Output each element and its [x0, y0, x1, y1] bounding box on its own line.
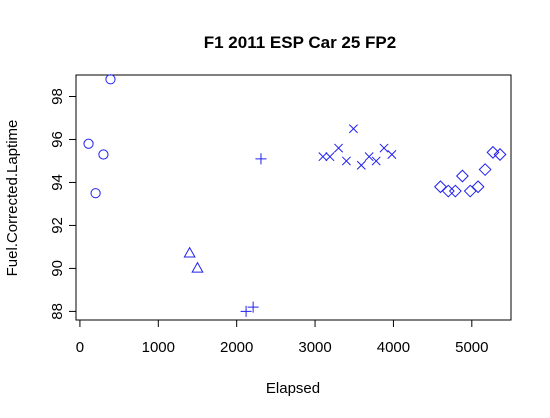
data-point-diamond: [434, 180, 447, 194]
y-tick-label: 96: [49, 131, 66, 148]
y-tick-label: 94: [49, 174, 66, 191]
data-point-cross: [334, 143, 344, 153]
x-tick-label: 4000: [377, 339, 410, 356]
data-point-triangle: [183, 246, 196, 258]
data-point-circle: [98, 149, 109, 160]
data-point-diamond: [493, 148, 507, 161]
data-points: [83, 74, 507, 317]
y-tick-label: 90: [49, 260, 66, 277]
y-tick-label: 92: [49, 217, 66, 234]
data-point-diamond: [455, 169, 469, 183]
data-point-cross: [348, 124, 358, 134]
data-point-diamond: [441, 184, 455, 198]
x-axis-label: Elapsed: [266, 380, 320, 397]
data-point-plus: [247, 301, 259, 313]
data-point-diamond: [471, 180, 485, 194]
data-point-plus: [255, 153, 267, 165]
x-tick-label: 0: [76, 339, 84, 356]
y-tick-label: 98: [49, 88, 66, 105]
data-point-triangle: [191, 261, 204, 273]
x-axis: 0 1000 2000 3000 4000 5000: [76, 319, 488, 356]
data-point-cross: [387, 150, 397, 160]
data-point-cross: [364, 152, 374, 162]
data-point-cross: [341, 156, 351, 166]
data-point-diamond: [486, 145, 500, 159]
data-point-circle: [83, 138, 94, 149]
data-point-cross: [379, 143, 389, 153]
data-point-diamond: [478, 163, 492, 177]
data-point-plus: [240, 305, 252, 317]
y-axis-label: Fuel.Corrected.Laptime: [4, 120, 21, 277]
data-point-cross: [371, 156, 381, 166]
data-point-diamond: [448, 184, 462, 198]
chart-title: F1 2011 ESP Car 25 FP2: [204, 33, 396, 52]
x-tick-label: 3000: [298, 339, 331, 356]
plot-frame: [75, 74, 512, 321]
data-point-cross: [325, 152, 335, 162]
data-point-diamond: [463, 184, 477, 198]
y-axis: 88 90 92 94 96 98: [49, 88, 77, 320]
data-point-circle: [105, 74, 116, 85]
data-point-cross: [318, 152, 328, 162]
x-tick-label: 5000: [455, 339, 488, 356]
x-tick-label: 2000: [220, 339, 253, 356]
data-point-cross: [356, 160, 366, 170]
y-tick-label: 88: [49, 303, 66, 320]
x-tick-label: 1000: [142, 339, 175, 356]
data-point-circle: [90, 188, 101, 199]
